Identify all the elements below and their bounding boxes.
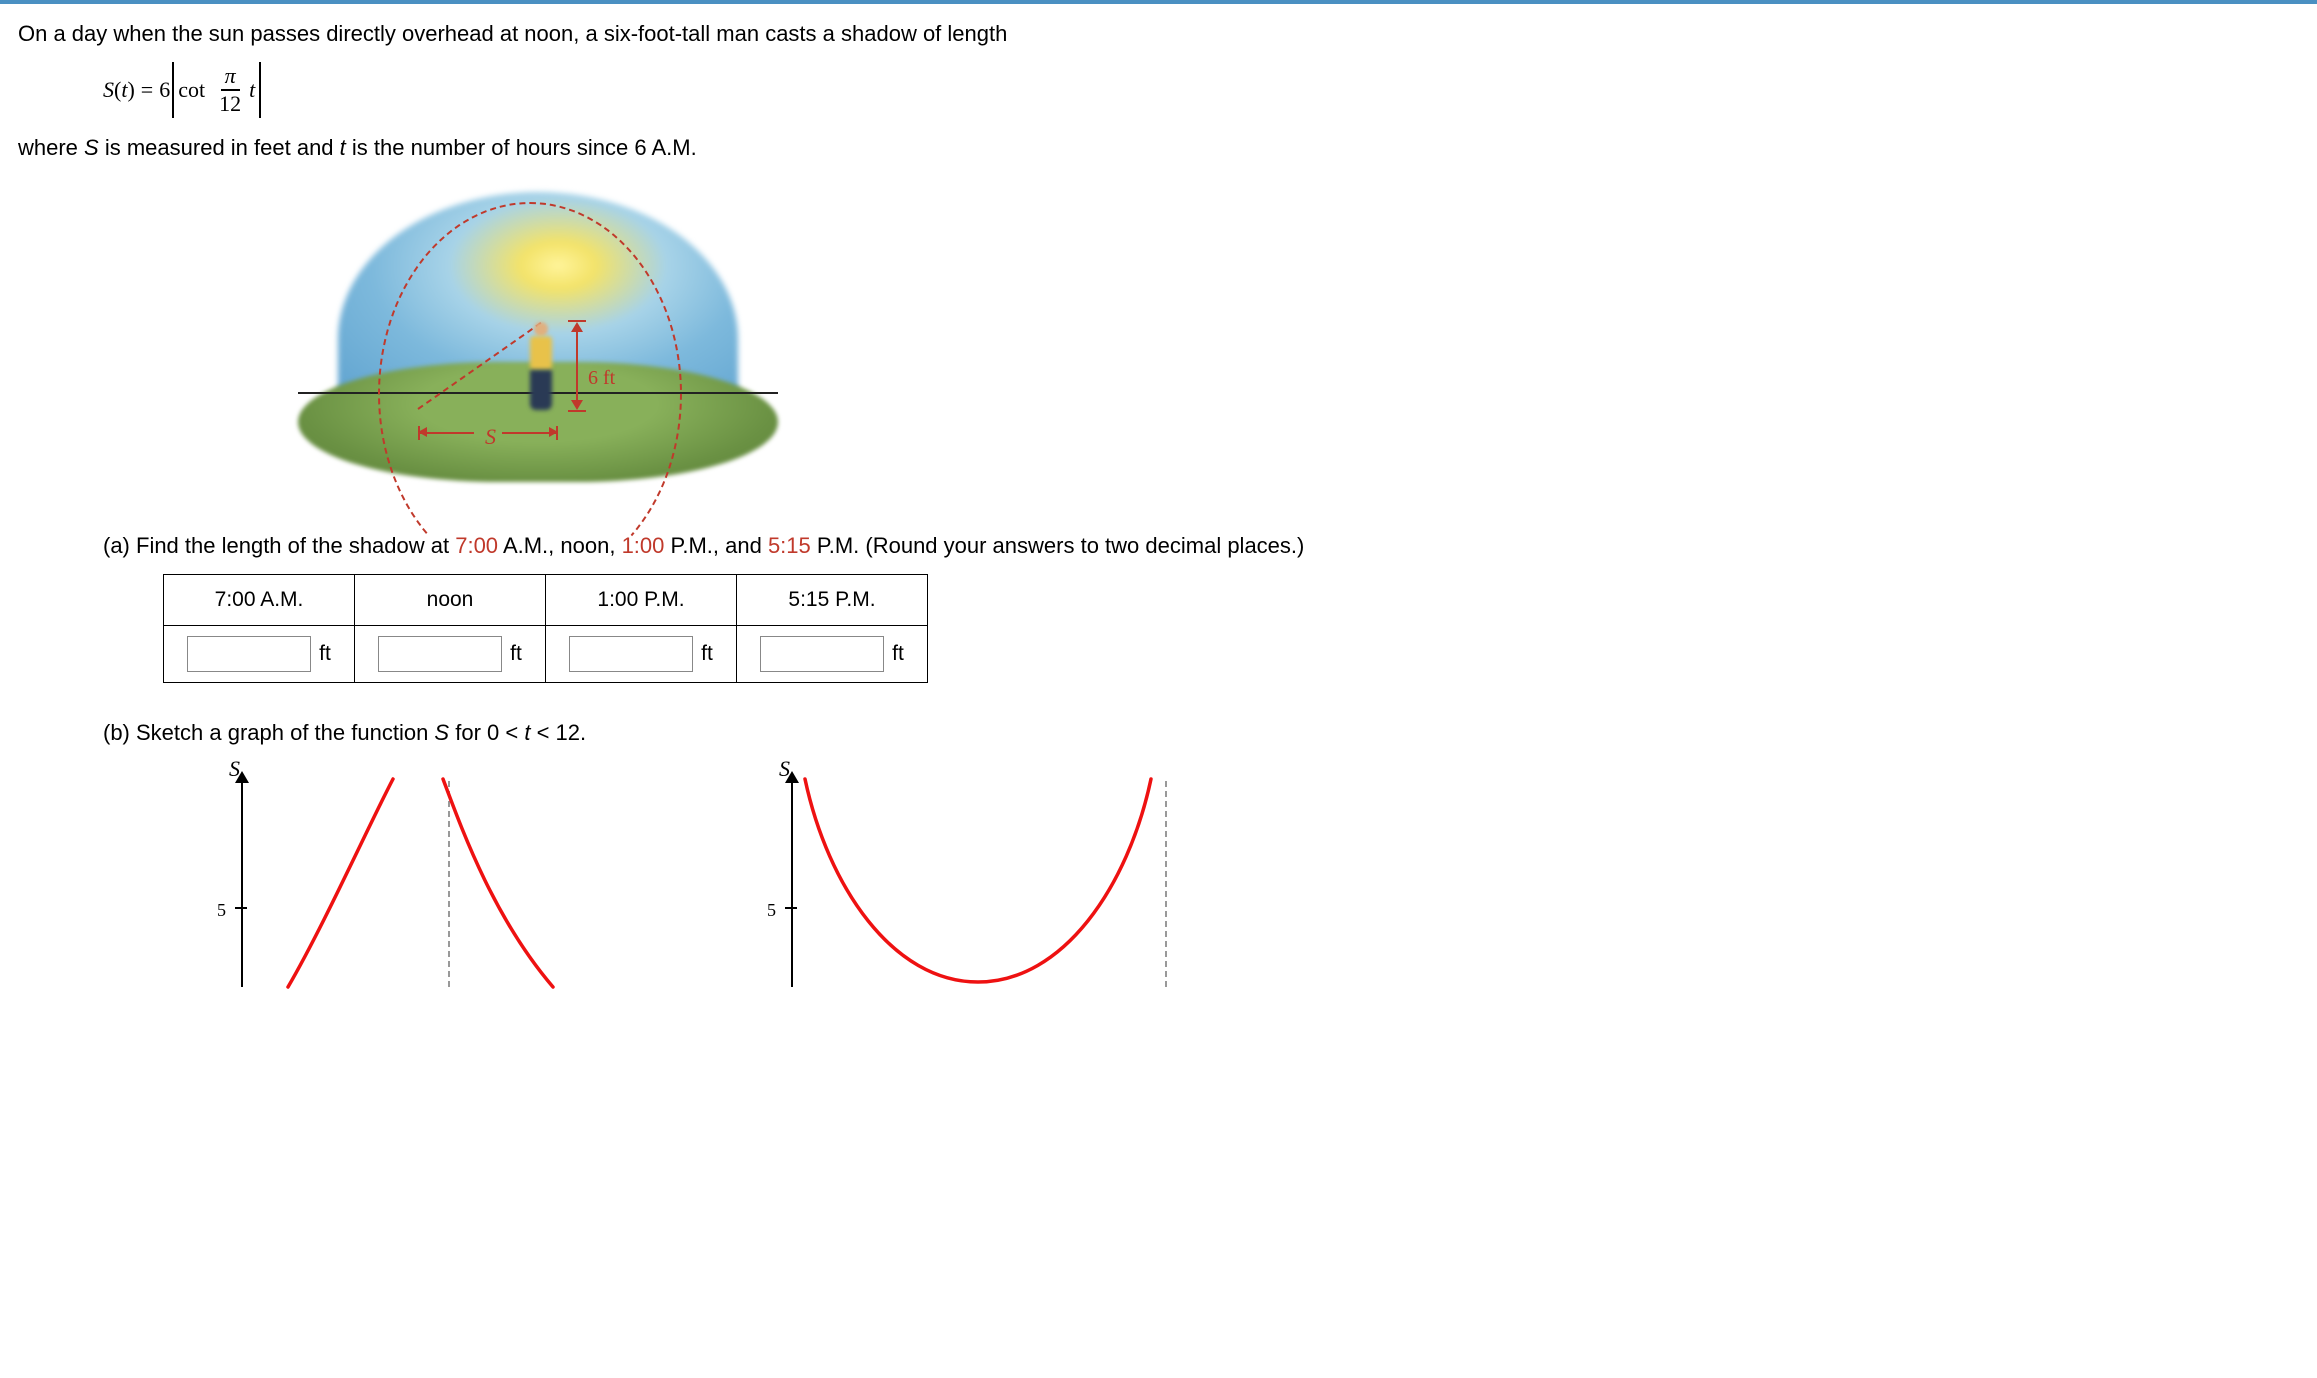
input-1pm[interactable] xyxy=(569,636,693,672)
frac-den: 12 xyxy=(215,91,245,115)
man-figure xyxy=(526,322,556,410)
shadow-label-S: S xyxy=(481,421,500,453)
abs-left xyxy=(172,62,174,118)
intro-text: On a day when the sun passes directly ov… xyxy=(18,18,2299,50)
tail-t: t xyxy=(249,74,255,106)
equals: = xyxy=(141,74,153,106)
height-label: 6 ft xyxy=(588,364,615,393)
part-b: (b) Sketch a graph of the function S for… xyxy=(103,717,2299,987)
time-515pm: 5:15 xyxy=(768,533,811,558)
part-b-prompt: (b) Sketch a graph of the function S for… xyxy=(103,717,2299,749)
shadow-formula: S(t) = 6 cot π 12 t xyxy=(103,62,2299,118)
graph-choices: S 5 S 5 xyxy=(193,757,2299,987)
input-7am[interactable] xyxy=(187,636,311,672)
abs-right xyxy=(259,62,261,118)
col-1pm: 1:00 P.M. xyxy=(546,574,737,625)
cell-515pm: ft xyxy=(737,626,928,683)
curve xyxy=(193,757,623,987)
sun-shadow-illustration: 6 ft S xyxy=(298,192,798,502)
unit-ft: ft xyxy=(319,639,331,669)
answer-table: 7:00 A.M. noon 1:00 P.M. 5:15 P.M. ft ft xyxy=(163,574,928,683)
coef-6: 6 xyxy=(159,74,170,106)
input-515pm[interactable] xyxy=(760,636,884,672)
unit-ft: ft xyxy=(510,639,522,669)
height-bracket xyxy=(568,322,590,410)
unit-ft: ft xyxy=(892,639,904,669)
unit-ft: ft xyxy=(701,639,713,669)
col-515pm: 5:15 P.M. xyxy=(737,574,928,625)
pi-over-12: π 12 xyxy=(215,65,245,115)
cell-noon: ft xyxy=(355,626,546,683)
var-S-b: S xyxy=(434,720,449,745)
problem-page: On a day when the sun passes directly ov… xyxy=(0,0,2317,987)
cell-7am: ft xyxy=(164,626,355,683)
graph-option-1[interactable]: S 5 xyxy=(193,757,623,987)
cot: cot xyxy=(178,74,205,106)
where-line: where S is measured in feet and t is the… xyxy=(18,132,2299,164)
lhs-S: S xyxy=(103,74,114,106)
curve xyxy=(743,757,1173,987)
table-input-row: ft ft ft xyxy=(164,626,928,683)
input-noon[interactable] xyxy=(378,636,502,672)
col-7am: 7:00 A.M. xyxy=(164,574,355,625)
graph-option-2[interactable]: S 5 xyxy=(743,757,1173,987)
cell-1pm: ft xyxy=(546,626,737,683)
var-S: S xyxy=(84,135,99,160)
frac-num: π xyxy=(221,65,240,91)
part-a: (a) Find the length of the shadow at 7:0… xyxy=(103,530,2299,683)
